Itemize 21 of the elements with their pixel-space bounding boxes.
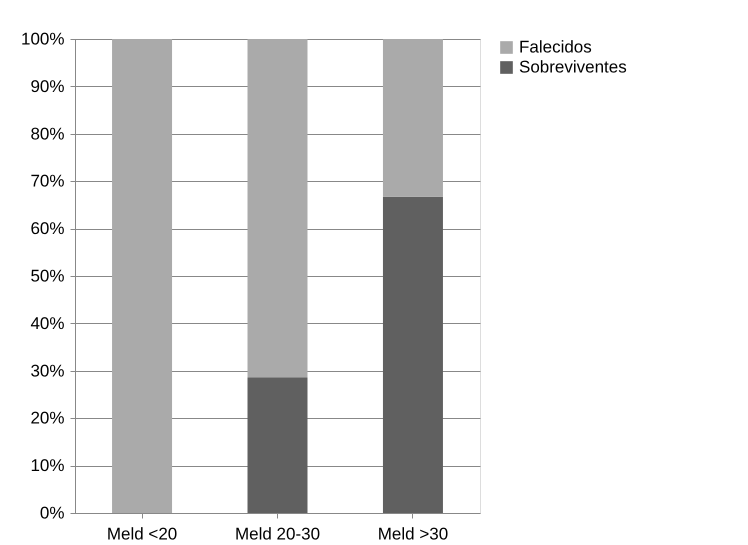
bar: [382, 196, 443, 513]
legend-label: Falecidos: [519, 38, 592, 56]
y-tick-label: 10%: [30, 456, 64, 476]
y-tick-label: 100%: [21, 30, 64, 48]
x-tick-label: Meld <20: [106, 524, 178, 544]
y-tick-label: 40%: [30, 314, 64, 333]
y-tick-label: 60%: [30, 219, 64, 238]
y-tick-label: 90%: [30, 76, 64, 96]
x-tick-label: Meld >30: [378, 524, 448, 544]
bar: [112, 39, 172, 513]
y-tick-label: 30%: [30, 361, 64, 380]
y-tick-label: 20%: [30, 408, 64, 428]
bar: [248, 377, 308, 513]
bar: [382, 39, 443, 197]
y-tick-label: 0%: [40, 504, 64, 522]
legend-label: Sobreviventes: [519, 58, 627, 76]
y-tick-label: 80%: [30, 124, 64, 144]
bar: [248, 39, 308, 378]
y-tick-label: 70%: [30, 172, 64, 191]
y-tick-label: 50%: [30, 266, 64, 286]
x-tick-label: Meld 20-30: [234, 524, 320, 544]
